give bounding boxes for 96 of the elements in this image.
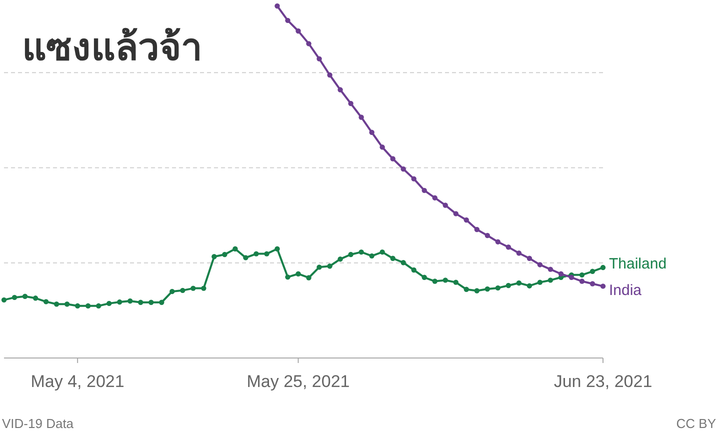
point <box>369 130 374 135</box>
point <box>484 286 490 292</box>
series-label: Thailand <box>609 256 667 273</box>
point <box>138 300 144 305</box>
point <box>568 274 574 280</box>
text: แซงแล้วจ้า <box>22 27 202 69</box>
text: VID-19 Data <box>2 416 74 431</box>
point <box>422 274 427 280</box>
point <box>558 271 564 276</box>
point <box>464 286 469 292</box>
point <box>43 299 49 304</box>
point <box>74 303 80 309</box>
point <box>1 297 7 303</box>
point <box>212 254 217 260</box>
point <box>400 166 406 172</box>
point <box>442 278 448 283</box>
point <box>422 188 427 194</box>
point <box>170 288 175 294</box>
point <box>316 264 322 270</box>
point <box>506 244 512 250</box>
point <box>274 3 280 9</box>
point <box>316 56 322 62</box>
x-tick-label: May 25, 2021 <box>246 372 350 391</box>
point <box>264 251 270 256</box>
point <box>474 226 480 232</box>
point <box>254 251 259 256</box>
x-tick-label: Jun 23, 2021 <box>554 372 652 391</box>
point <box>296 28 301 34</box>
point <box>358 114 364 120</box>
point <box>548 266 554 272</box>
point <box>600 264 606 270</box>
point <box>243 255 248 260</box>
point <box>306 275 312 280</box>
point <box>12 294 18 300</box>
point <box>474 288 480 294</box>
point <box>327 264 332 269</box>
point <box>232 246 238 252</box>
point <box>222 252 228 258</box>
point <box>274 246 280 252</box>
point <box>537 262 543 268</box>
point <box>400 260 406 266</box>
point <box>453 211 458 216</box>
point <box>411 267 416 273</box>
point <box>600 284 606 289</box>
point <box>590 281 596 286</box>
point <box>411 176 416 182</box>
point <box>32 296 38 301</box>
point <box>96 303 102 309</box>
point <box>453 280 458 285</box>
point <box>369 253 374 259</box>
point <box>484 232 490 238</box>
point <box>495 285 501 291</box>
point <box>526 283 532 288</box>
point <box>201 286 206 291</box>
point <box>516 280 522 286</box>
point <box>327 72 332 78</box>
point <box>390 256 396 261</box>
point <box>548 278 554 283</box>
point <box>380 144 385 150</box>
point <box>128 298 133 304</box>
point <box>390 156 396 162</box>
point <box>306 41 312 46</box>
point <box>579 278 585 284</box>
point <box>85 303 91 309</box>
point <box>537 280 543 285</box>
point <box>506 282 512 288</box>
point <box>180 288 186 294</box>
point <box>579 272 585 278</box>
point <box>285 18 290 24</box>
point <box>64 302 70 307</box>
point <box>54 302 60 307</box>
point <box>22 294 28 299</box>
point <box>338 256 343 262</box>
point <box>148 300 154 305</box>
point <box>348 100 354 106</box>
point <box>590 268 596 274</box>
point <box>432 278 438 284</box>
series-label: India <box>609 282 642 300</box>
text: CC BY <box>676 416 716 431</box>
point <box>464 217 469 223</box>
point <box>348 252 354 258</box>
point <box>495 239 501 244</box>
point <box>380 249 385 255</box>
x-tick-label: May 4, 2021 <box>30 372 124 391</box>
point <box>526 256 532 261</box>
point <box>106 300 112 306</box>
point <box>190 286 196 291</box>
point <box>432 195 438 200</box>
point <box>442 202 448 208</box>
point <box>159 300 164 305</box>
point <box>358 249 364 255</box>
point <box>516 250 522 256</box>
point <box>116 299 122 305</box>
point <box>296 271 301 276</box>
point <box>285 274 290 280</box>
point <box>338 87 343 92</box>
